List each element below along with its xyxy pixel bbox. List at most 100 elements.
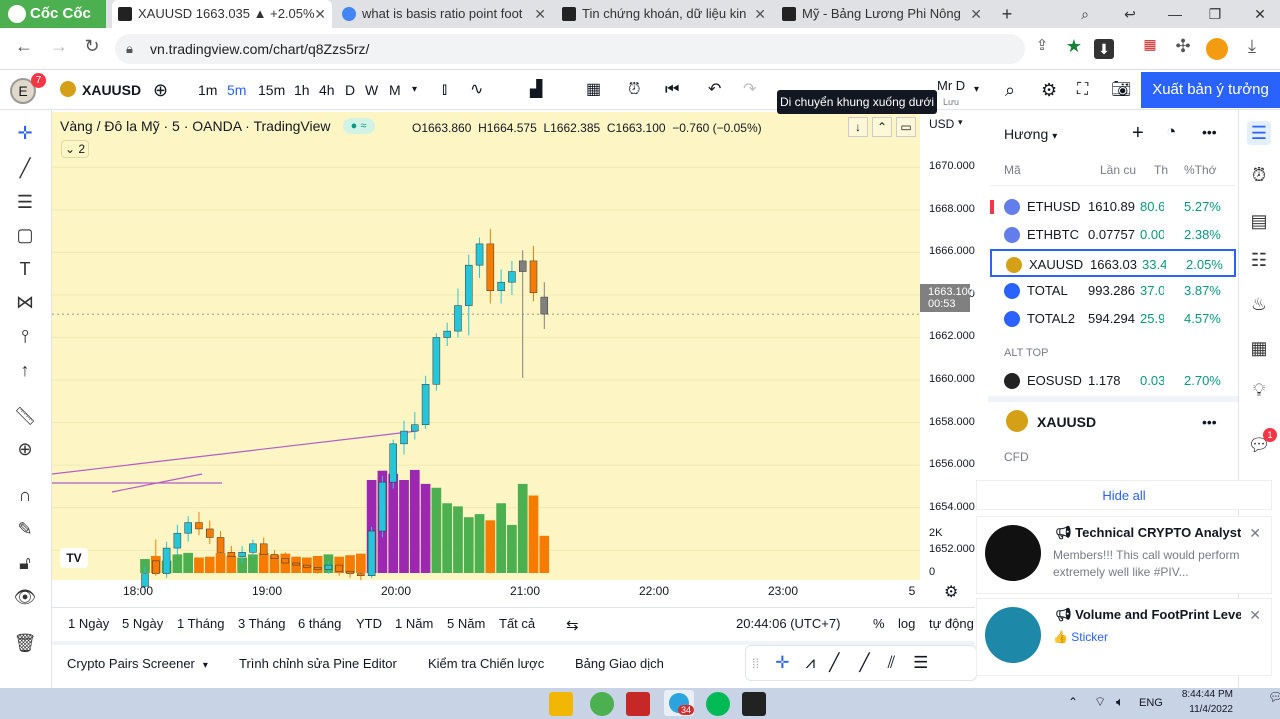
browser-tab[interactable]: Mỹ - Bảng Lương Phi Nông ✕ <box>776 0 988 28</box>
tray-chevron-icon[interactable]: ⌃ <box>1068 695 1079 709</box>
tab-trading-panel[interactable]: Bảng Giao dịch <box>575 656 664 671</box>
maximize-icon[interactable]: ❐ <box>1208 6 1222 22</box>
alerts-clock-icon[interactable]: ⏰︎ <box>1251 165 1267 185</box>
download-icon[interactable]: ⬇ <box>1094 39 1114 59</box>
chart-settings-gear-icon[interactable]: ⚙ <box>944 584 959 601</box>
trend-line-short[interactable] <box>111 473 203 493</box>
drag-handle-icon[interactable]: ⁞⁞ <box>752 655 760 671</box>
move-pane-down-icon[interactable]: ↓ <box>848 117 868 137</box>
collapse-pane-icon[interactable]: ⌃ <box>872 117 892 137</box>
trash-icon[interactable]: 🗑︎ <box>13 633 37 653</box>
ideas-bulb-icon[interactable]: 💡︎ <box>1252 380 1266 400</box>
range-all[interactable]: Tất cả <box>499 616 536 631</box>
range-1d[interactable]: 1 Ngày <box>68 616 110 631</box>
menu-icon[interactable]: ☰ <box>913 653 929 672</box>
notification-card[interactable]: 📢︎ Technical CRYPTO Analyst ... Members!… <box>976 516 1272 594</box>
text-tool-icon[interactable]: T <box>19 259 31 279</box>
arrow-up-icon[interactable]: ↑ <box>20 360 30 380</box>
market-status-icon[interactable]: ● ≈ <box>342 118 375 134</box>
wifi-icon[interactable]: ⌔ <box>1094 694 1107 709</box>
add-symbol-icon[interactable]: + <box>1132 122 1144 144</box>
hotlists-fire-icon[interactable]: ♨ <box>1250 294 1268 314</box>
range-1m[interactable]: 1 Tháng <box>177 616 225 631</box>
templates-grid-icon[interactable]: ▦ <box>586 81 602 98</box>
tab-strategy-tester[interactable]: Kiểm tra Chiến lược <box>428 656 545 671</box>
browser-tab[interactable]: Tin chứng khoán, dữ liệu kin ✕ <box>556 0 772 28</box>
row-flag-icon[interactable] <box>990 200 994 214</box>
close-window-icon[interactable]: ✕ <box>1254 6 1266 22</box>
tab-search-icon[interactable]: ⌕ <box>1081 6 1089 22</box>
camera-icon[interactable]: 📷︎ <box>1111 81 1132 98</box>
new-tab-button[interactable]: + <box>1001 4 1013 24</box>
parallel-channel-icon[interactable]: ⫽ <box>887 653 896 672</box>
redo-icon[interactable]: ↷ <box>743 81 757 98</box>
watchlist-icon[interactable]: ☰ <box>1247 121 1271 145</box>
watchlist-row[interactable]: TOTAL 993.286 37.0 3.87% <box>990 277 1236 305</box>
coccoc-taskbar-icon[interactable] <box>590 692 614 716</box>
goto-date-icon[interactable]: ⇆ <box>566 617 579 634</box>
puzzle-icon[interactable]: ✣ <box>1175 36 1191 56</box>
currency-label[interactable]: USD <box>929 117 955 131</box>
col-symbol[interactable]: Mã <box>1004 163 1021 177</box>
browser-tab[interactable]: what is basis ratio point foot ✕ <box>336 0 552 28</box>
range-1y[interactable]: 1 Năm <box>395 616 434 631</box>
section-header[interactable]: ALT TOP <box>1004 347 1049 359</box>
ruler-icon[interactable]: 📏︎ <box>13 406 37 426</box>
replay-icon[interactable]: ⏮ <box>665 81 680 98</box>
calendar-icon[interactable]: ▦ <box>1250 338 1268 358</box>
range-5y[interactable]: 5 Năm <box>447 616 486 631</box>
detail-symbol[interactable]: XAUUSD <box>1037 414 1097 430</box>
range-6m[interactable]: 6 tháng <box>298 616 342 631</box>
coccoc-mascot-icon[interactable] <box>1206 38 1228 60</box>
path-icon[interactable]: ⩘ <box>805 653 816 672</box>
eye-icon[interactable]: 👁︎ <box>13 587 37 607</box>
rectangle-icon[interactable]: ▢ <box>16 225 34 245</box>
fib-retracement-icon[interactable]: ☰ <box>16 192 34 212</box>
pencil-lock-icon[interactable]: ✎ <box>17 519 33 539</box>
close-tab-icon[interactable]: ✕ <box>970 6 982 22</box>
timezone-clock[interactable]: 20:44:06 (UTC+7) <box>736 616 841 631</box>
percent-scale-toggle[interactable]: % <box>873 616 885 631</box>
input-language[interactable]: ENG <box>1139 697 1163 709</box>
back-icon[interactable]: ← <box>15 36 33 56</box>
fullscreen-icon[interactable]: ⛶ <box>1077 81 1089 98</box>
range-5d[interactable]: 5 Ngày <box>122 616 164 631</box>
magnet-icon[interactable]: ∩ <box>18 485 32 505</box>
lock-icon[interactable]: 🔒︎ <box>126 41 133 56</box>
back-arrow-icon[interactable]: ↩ <box>1124 6 1136 22</box>
tradingview-logo-icon[interactable]: TV <box>60 548 88 568</box>
line-icon[interactable]: ╱ <box>859 653 870 672</box>
close-tab-icon[interactable]: ✕ <box>754 6 766 22</box>
app-icon[interactable] <box>742 692 766 716</box>
url-field[interactable]: vn.tradingview.com/chart/q8Zzs5rz/ <box>115 34 1025 64</box>
downloads-icon[interactable]: ⤓ <box>1248 36 1256 56</box>
news-icon[interactable]: ▤ <box>1250 211 1268 231</box>
more-options-icon[interactable]: ••• <box>1202 414 1217 430</box>
interval-15m[interactable]: 15m <box>258 82 286 98</box>
extension-icon[interactable]: ▦ <box>1143 36 1157 52</box>
col-percent[interactable]: %Thớ <box>1184 163 1217 177</box>
close-tab-icon[interactable]: ✕ <box>314 6 326 22</box>
forward-icon[interactable]: → <box>50 36 68 56</box>
prediction-icon[interactable]: ⫯ <box>21 326 29 346</box>
series-title[interactable]: Vàng / Đô la Mỹ · 5 · OANDA · TradingVie… <box>60 118 331 134</box>
trend-line[interactable] <box>52 430 418 475</box>
compare-add-icon[interactable]: ⊕ <box>153 80 169 100</box>
chart-pane[interactable] <box>52 112 920 580</box>
crosshair-icon[interactable]: ✛ <box>775 653 790 672</box>
share-icon[interactable]: ⇪ <box>1035 37 1049 54</box>
log-scale-toggle[interactable]: log <box>898 616 916 631</box>
bookmark-star-icon[interactable]: ★ <box>1065 36 1083 56</box>
hide-all-notifications[interactable]: Hide all <box>976 480 1272 510</box>
undo-icon[interactable]: ↶ <box>708 81 722 98</box>
interval-m[interactable]: M <box>389 82 401 98</box>
watchlist-chart-icon[interactable]: ◔ <box>1166 122 1177 141</box>
candles-type-icon[interactable]: ⫾ <box>442 81 448 98</box>
interval-w[interactable]: W <box>365 82 379 98</box>
notification-card[interactable]: 📢︎ Volume and FootPrint Level... 👍 Stick… <box>976 598 1272 676</box>
browser-brand[interactable]: Cốc Cốc <box>0 0 106 28</box>
indicators-icon[interactable]: ▟ <box>530 81 543 98</box>
lock-drawings-icon[interactable]: 🔓︎ <box>19 553 31 573</box>
col-last[interactable]: Lần cu <box>1100 163 1136 177</box>
col-change[interactable]: Th <box>1154 163 1169 177</box>
